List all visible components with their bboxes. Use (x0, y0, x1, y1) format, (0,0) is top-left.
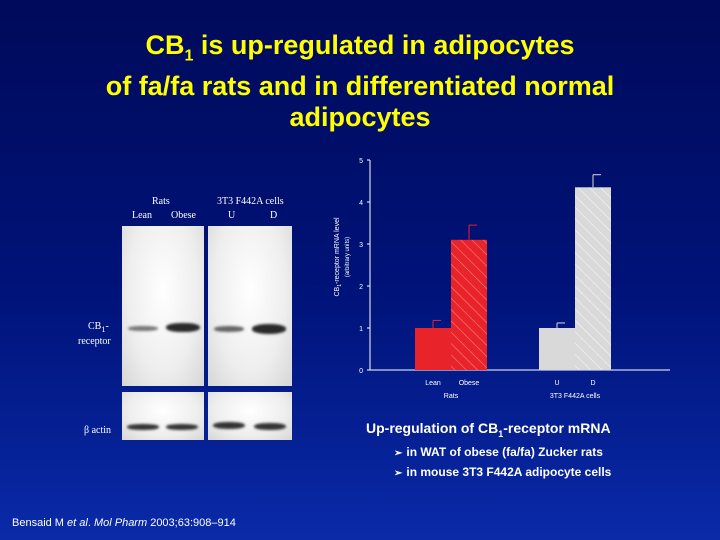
blot-label-actin: β actin (84, 425, 112, 436)
y-tick-label: 0 (359, 368, 363, 375)
band-actin-d (254, 423, 286, 430)
blot-lane-obese: Obese (171, 210, 196, 221)
band-u (214, 326, 244, 332)
citation: Bensaid M et al. Mol Pharm 2003;63:908–9… (12, 517, 236, 529)
y-tick-label: 2 (359, 284, 363, 291)
band-obese (166, 323, 200, 332)
band-actin-u (213, 422, 245, 429)
band-d (252, 324, 286, 334)
caption-item-2: ➢ in mouse 3T3 F442A adipocyte cells (394, 464, 612, 479)
y-tick-label: 3 (359, 242, 363, 249)
bar-lean (415, 328, 451, 370)
blot-group-rats: Rats (152, 196, 170, 207)
blot-actin-cells (208, 392, 292, 440)
bar-chart: 0 1 2 3 4 5 CB1-receptor mRNA level (arbitrary … (334, 158, 670, 400)
x-tick-label: D (590, 380, 595, 387)
blot-lane-d: D (270, 210, 278, 221)
bar-u (539, 328, 575, 370)
group-label: Rats (444, 393, 459, 400)
blot-panel: Rats 3T3 F442A cells Lean Obese U D CB1-… (70, 190, 310, 450)
x-tick-label: Obese (459, 380, 480, 387)
band-lean (128, 326, 158, 331)
band-actin-obese (166, 424, 198, 430)
bar-d (575, 187, 611, 370)
caption: Up-regulation of CB1-receptor mRNA ➢ in W… (366, 420, 611, 479)
slide-title: CB1 is up-regulated in adipocytes of fa/… (105, 30, 615, 133)
y-axis-units: (arbitrary units) (345, 237, 351, 277)
x-tick-label: U (554, 380, 559, 387)
blot-actin-rats (122, 392, 204, 440)
y-tick-label: 1 (359, 326, 363, 333)
blot-lane-lean: Lean (132, 210, 152, 221)
bar-obese (451, 239, 487, 370)
x-tick-label: Lean (425, 380, 441, 387)
band-actin-lean (127, 424, 159, 430)
blot-group-cells: 3T3 F442A cells (217, 196, 284, 207)
blot-label-cb1: CB1- (88, 321, 109, 334)
y-tick-label: 5 (359, 158, 363, 165)
caption-heading: Up-regulation of CB1-receptor mRNA (366, 420, 611, 439)
group-label: 3T3 F442A cells (550, 393, 601, 400)
blot-label-receptor: receptor (78, 336, 111, 347)
blot-gel-cells (208, 226, 292, 386)
blot-gel-rats (122, 226, 204, 386)
blot-lane-u: U (228, 210, 236, 221)
y-axis-label: CB1-receptor mRNA level (334, 217, 343, 296)
caption-item-1: ➢ in WAT of obese (fa/fa) Zucker rats (394, 444, 603, 459)
y-tick-label: 4 (359, 200, 363, 207)
